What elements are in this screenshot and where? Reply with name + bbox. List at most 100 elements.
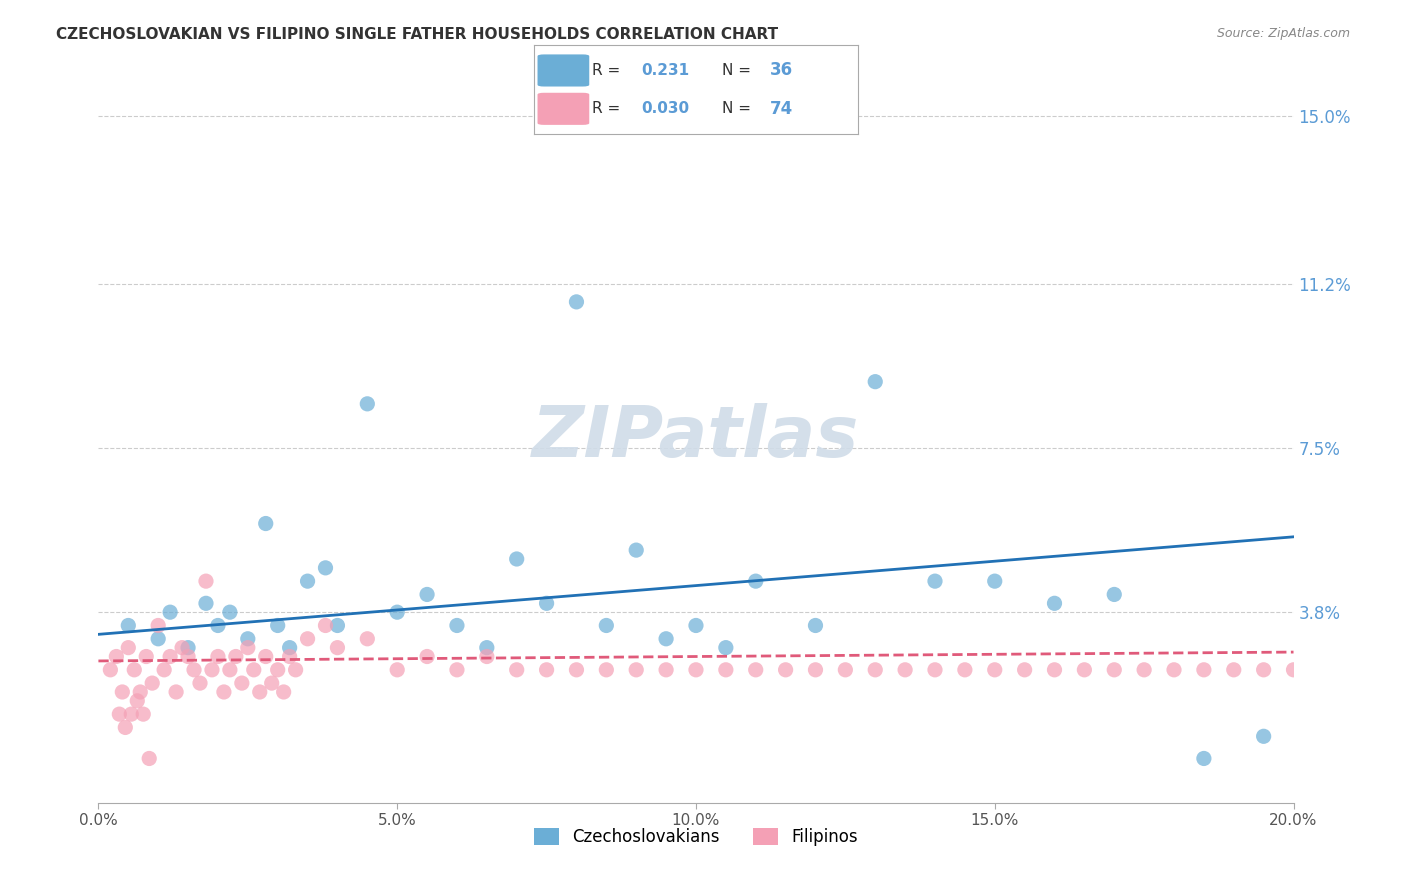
Point — [141, 676, 163, 690]
Point — [536, 596, 558, 610]
Text: ZIPatlas: ZIPatlas — [533, 402, 859, 472]
Point — [254, 516, 277, 531]
Point — [201, 663, 224, 677]
Point — [195, 596, 218, 610]
Point — [385, 663, 409, 677]
Text: Source: ZipAtlas.com: Source: ZipAtlas.com — [1216, 27, 1350, 40]
Point — [127, 694, 149, 708]
Point — [1104, 663, 1126, 677]
Point — [260, 676, 283, 690]
Point — [984, 663, 1007, 677]
Point — [1253, 729, 1275, 743]
Text: R =: R = — [592, 63, 620, 78]
Point — [775, 663, 797, 677]
Point — [124, 663, 146, 677]
Point — [984, 574, 1007, 589]
Point — [315, 561, 337, 575]
Point — [153, 663, 176, 677]
Point — [177, 649, 200, 664]
Point — [953, 663, 976, 677]
Point — [148, 632, 170, 646]
Point — [326, 640, 349, 655]
Point — [297, 632, 319, 646]
Point — [254, 649, 277, 664]
Point — [595, 618, 617, 632]
Point — [278, 640, 301, 655]
Point — [1192, 663, 1215, 677]
Text: N =: N = — [721, 102, 751, 116]
Point — [536, 663, 558, 677]
Point — [249, 685, 271, 699]
Point — [865, 375, 887, 389]
Point — [108, 707, 131, 722]
Point — [315, 618, 337, 632]
Text: N =: N = — [721, 63, 751, 78]
Point — [626, 663, 648, 677]
Point — [475, 640, 498, 655]
Point — [595, 663, 617, 677]
Text: R =: R = — [592, 102, 620, 116]
Point — [117, 618, 139, 632]
Point — [1014, 663, 1036, 677]
Point — [506, 552, 529, 566]
Point — [159, 605, 181, 619]
Point — [273, 685, 295, 699]
Point — [117, 640, 139, 655]
Point — [326, 618, 349, 632]
Point — [225, 649, 247, 664]
Point — [105, 649, 128, 664]
Point — [172, 640, 194, 655]
Text: 0.030: 0.030 — [641, 102, 689, 116]
Point — [212, 685, 235, 699]
Point — [177, 640, 200, 655]
Point — [138, 751, 160, 765]
Point — [219, 605, 242, 619]
Text: CZECHOSLOVAKIAN VS FILIPINO SINGLE FATHER HOUSEHOLDS CORRELATION CHART: CZECHOSLOVAKIAN VS FILIPINO SINGLE FATHE… — [56, 27, 779, 42]
Point — [135, 649, 157, 664]
Point — [924, 663, 946, 677]
Point — [804, 663, 827, 677]
Point — [111, 685, 134, 699]
Point — [655, 632, 678, 646]
Point — [865, 663, 887, 677]
Point — [416, 587, 439, 601]
Point — [236, 632, 259, 646]
Point — [745, 663, 768, 677]
Point — [475, 649, 498, 664]
Point — [267, 618, 290, 632]
Point — [165, 685, 187, 699]
Point — [565, 294, 588, 309]
Text: 0.231: 0.231 — [641, 63, 689, 78]
Point — [219, 663, 242, 677]
Point — [297, 574, 319, 589]
Point — [231, 676, 253, 690]
Point — [159, 649, 181, 664]
Point — [685, 618, 707, 632]
Point — [446, 618, 468, 632]
Point — [356, 632, 378, 646]
Point — [416, 649, 439, 664]
FancyBboxPatch shape — [537, 54, 589, 87]
Point — [714, 640, 737, 655]
Point — [924, 574, 946, 589]
Legend: Czechoslovakians, Filipinos: Czechoslovakians, Filipinos — [527, 822, 865, 853]
Point — [129, 685, 152, 699]
Point — [236, 640, 259, 655]
Point — [834, 663, 856, 677]
Point — [207, 618, 229, 632]
Point — [714, 663, 737, 677]
Point — [278, 649, 301, 664]
Point — [148, 618, 170, 632]
Point — [804, 618, 827, 632]
Point — [1223, 663, 1246, 677]
Point — [132, 707, 155, 722]
Point — [1043, 663, 1066, 677]
Point — [356, 397, 378, 411]
Point — [1192, 751, 1215, 765]
Point — [1104, 587, 1126, 601]
Point — [385, 605, 409, 619]
Point — [894, 663, 917, 677]
Point — [1253, 663, 1275, 677]
Point — [120, 707, 142, 722]
Point — [243, 663, 266, 677]
